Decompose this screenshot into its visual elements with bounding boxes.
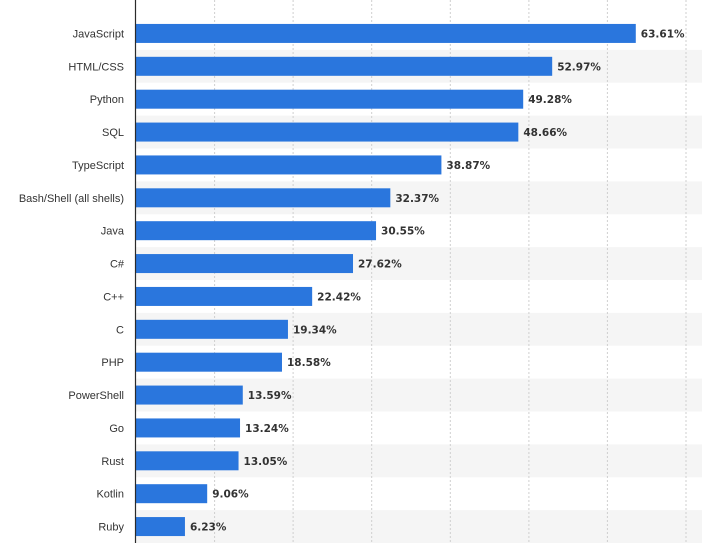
bar	[136, 89, 524, 109]
bar	[136, 122, 519, 142]
category-label: PHP	[101, 357, 124, 369]
category-label: C#	[110, 259, 125, 271]
category-labels: JavaScript HTML/CSS Python SQL TypeScript Bas…	[19, 28, 125, 533]
bar	[136, 188, 391, 208]
category-label: C	[116, 324, 124, 336]
value-label: 27.62%	[358, 259, 402, 271]
value-label: 63.61%	[641, 28, 685, 40]
value-label: 49.28%	[528, 94, 572, 106]
value-label: 32.37%	[395, 193, 439, 205]
bar	[136, 418, 241, 438]
bar	[136, 56, 553, 76]
value-label: 38.87%	[446, 160, 490, 172]
category-label: TypeScript	[72, 160, 124, 172]
bar	[136, 319, 288, 339]
bar	[136, 23, 636, 43]
category-label: Go	[109, 423, 124, 435]
bars	[136, 23, 636, 537]
value-label: 9.06%	[212, 489, 249, 501]
value-label: 13.05%	[244, 456, 288, 468]
value-label: 30.55%	[381, 226, 425, 238]
bar	[136, 451, 239, 471]
bar	[136, 385, 243, 405]
category-label: C++	[103, 291, 124, 303]
category-label: Python	[90, 94, 124, 106]
category-label: PowerShell	[68, 390, 124, 402]
bar	[136, 517, 185, 537]
category-label: Bash/Shell (all shells)	[19, 193, 124, 205]
category-label: HTML/CSS	[68, 61, 124, 73]
bar	[136, 286, 313, 306]
bar	[136, 155, 442, 175]
value-label: 13.24%	[245, 423, 289, 435]
value-label: 6.23%	[190, 522, 227, 534]
value-label: 52.97%	[557, 61, 601, 73]
value-label: 48.66%	[523, 127, 567, 139]
category-label: Rust	[101, 456, 124, 468]
bar	[136, 254, 354, 274]
category-label: Java	[101, 226, 125, 238]
category-label: SQL	[102, 127, 124, 139]
bar	[136, 352, 282, 372]
value-labels: 63.61% 52.97% 49.28% 48.66% 38.87% 32.37% 30.5…	[190, 28, 685, 533]
value-label: 19.34%	[293, 324, 337, 336]
bar	[136, 221, 377, 241]
category-label: Ruby	[98, 522, 124, 534]
value-label: 18.58%	[287, 357, 331, 369]
value-label: 22.42%	[317, 291, 361, 303]
category-label: Kotlin	[96, 489, 124, 501]
bar	[136, 484, 208, 504]
value-label: 13.59%	[248, 390, 292, 402]
category-label: JavaScript	[73, 28, 124, 40]
